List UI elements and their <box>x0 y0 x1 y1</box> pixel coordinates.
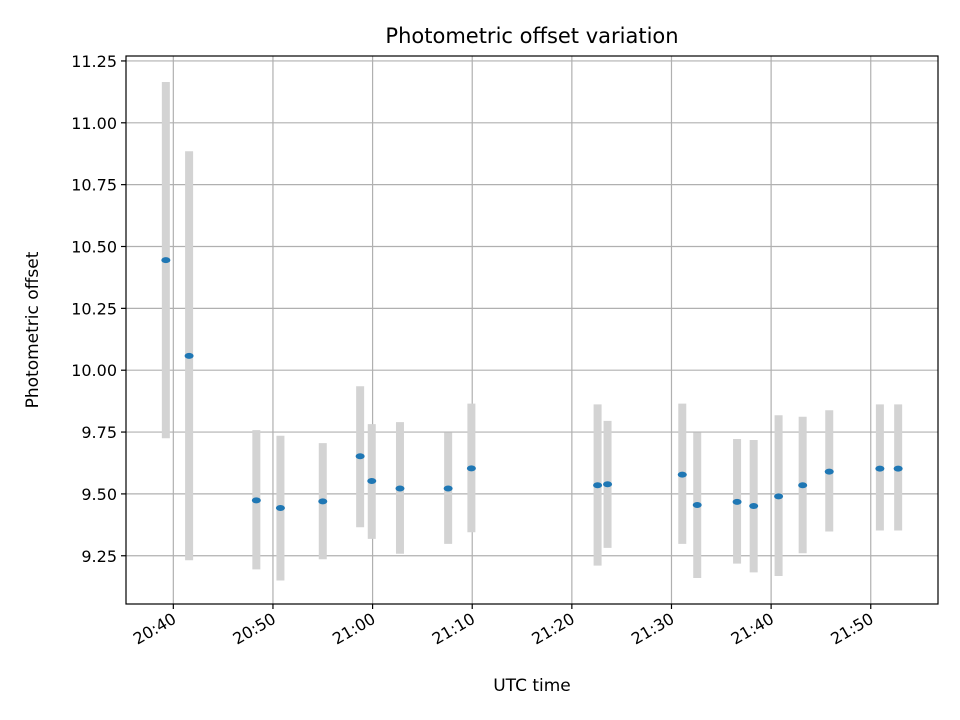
y-tick-label: 10.75 <box>71 176 117 195</box>
data-point <box>367 478 377 485</box>
data-point <box>443 485 453 492</box>
x-tick-label: 21:10 <box>429 609 478 649</box>
y-tick-label: 10.50 <box>71 238 117 257</box>
data-points <box>161 257 903 512</box>
data-point <box>875 465 885 472</box>
x-tick-label: 21:30 <box>628 609 677 649</box>
x-axis: 20:40 20:50 21:00 21:10 21:20 21:30 21:40 21:50 <box>130 604 877 649</box>
data-point <box>603 481 613 488</box>
y-tick-label: 9.50 <box>81 485 117 504</box>
y-tick-label: 10.25 <box>71 299 117 318</box>
data-point <box>749 503 759 510</box>
data-point <box>798 482 808 489</box>
y-tick-label: 9.75 <box>81 423 117 442</box>
y-axis: 9.25 9.50 9.75 10.00 10.25 10.50 10.75 11.00 11.… <box>71 52 126 566</box>
errorbars <box>161 81 903 581</box>
chart-title: Photometric offset variation <box>385 24 678 48</box>
x-tick-label: 21:20 <box>528 609 577 649</box>
data-point <box>395 485 405 492</box>
y-tick-label: 9.25 <box>81 547 117 566</box>
data-point <box>251 497 261 504</box>
data-point <box>593 482 603 489</box>
data-point <box>893 465 903 472</box>
y-tick-label: 11.00 <box>71 114 117 133</box>
data-point <box>824 468 834 475</box>
data-point <box>677 471 687 478</box>
data-point <box>732 498 742 505</box>
x-tick-label: 21:50 <box>827 609 876 649</box>
x-tick-label: 21:00 <box>329 609 378 649</box>
data-point <box>184 352 194 359</box>
x-tick-label: 20:40 <box>130 609 179 649</box>
y-axis-label: Photometric offset <box>23 251 43 408</box>
data-point <box>774 493 784 500</box>
data-point <box>355 453 365 460</box>
plot-frame <box>125 55 939 605</box>
data-point <box>161 257 171 264</box>
x-axis-label: UTC time <box>493 676 571 696</box>
x-tick-label: 21:40 <box>728 609 777 649</box>
data-point <box>466 465 476 472</box>
data-point <box>692 502 702 509</box>
x-tick-label: 20:50 <box>230 609 279 649</box>
y-tick-label: 10.00 <box>71 361 117 380</box>
data-point <box>275 505 285 512</box>
y-tick-label: 11.25 <box>71 52 117 71</box>
data-point <box>318 498 328 505</box>
grid <box>126 56 938 604</box>
